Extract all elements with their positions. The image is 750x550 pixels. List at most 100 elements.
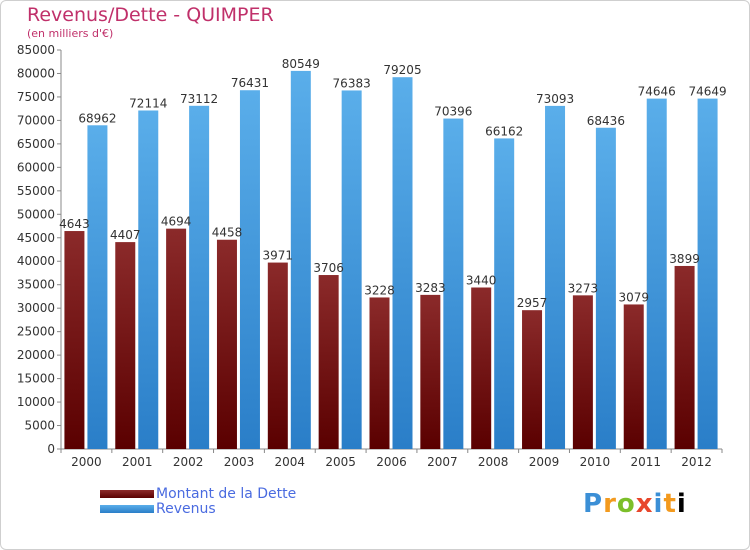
data-label-debt: 3273 [568, 281, 599, 295]
bar-revenue [138, 110, 159, 449]
y-tick-label: 45000 [17, 231, 55, 245]
data-label-debt: 3706 [313, 261, 344, 275]
legend-item-debt: Montant de la Dette [100, 485, 297, 502]
bar-debt [471, 287, 492, 449]
data-label-debt: 2957 [517, 296, 548, 310]
y-tick-label: 80000 [17, 66, 55, 80]
x-tick-label: 2011 [630, 455, 661, 469]
bar-revenue [646, 98, 667, 449]
y-tick-label: 25000 [17, 325, 55, 339]
bar-debt [216, 239, 237, 449]
data-label-revenue: 74649 [688, 85, 726, 99]
bar-revenue [595, 127, 616, 450]
data-label-debt: 4694 [161, 215, 192, 229]
bar-revenue [392, 77, 413, 449]
data-label-revenue: 79205 [383, 63, 421, 77]
logo-letter: i [653, 489, 664, 519]
bar-debt [623, 304, 644, 449]
legend-swatch-revenue [100, 504, 154, 513]
bar-debt [572, 295, 593, 449]
bar-revenue [87, 125, 108, 450]
x-tick-label: 2004 [275, 455, 306, 469]
x-tick-label: 2000 [71, 455, 102, 469]
bar-revenue [189, 105, 210, 449]
x-tick-label: 2007 [427, 455, 458, 469]
x-tick-label: 2001 [122, 455, 153, 469]
logo-letter: r [603, 489, 617, 519]
x-tick-label: 2009 [529, 455, 560, 469]
bar-debt [267, 262, 288, 449]
data-label-debt: 4458 [212, 226, 243, 240]
y-tick-label: 5000 [24, 419, 55, 433]
y-tick-label: 85000 [17, 43, 55, 57]
bar-revenue [494, 138, 515, 449]
chart-title: Revenus/Dette - QUIMPER [27, 4, 274, 26]
logo-letter: o [616, 489, 636, 519]
y-tick-label: 20000 [17, 348, 55, 362]
logo-letter: x [635, 489, 654, 519]
data-label-debt: 3899 [669, 252, 700, 266]
data-label-debt: 3079 [618, 290, 649, 304]
data-label-revenue: 68436 [587, 114, 625, 128]
data-label-revenue: 74646 [638, 85, 676, 99]
logo-letter: i [676, 489, 687, 519]
data-label-revenue: 66162 [485, 124, 523, 138]
x-tick-label: 2008 [478, 455, 509, 469]
legend-label-revenue: Revenus [156, 500, 216, 517]
y-tick-label: 60000 [17, 160, 55, 174]
data-label-debt: 3228 [364, 283, 395, 297]
data-label-revenue: 76431 [231, 76, 269, 90]
y-tick-label: 70000 [17, 113, 55, 127]
bar-debt [318, 275, 339, 449]
data-label-debt: 3440 [466, 273, 497, 287]
legend: Montant de la Dette Revenus [100, 485, 297, 517]
bar-debt [522, 310, 543, 449]
logo-letter: t [663, 489, 677, 519]
data-label-debt: 3283 [415, 281, 446, 295]
logo-letter: P [583, 489, 604, 519]
y-tick-label: 35000 [17, 278, 55, 292]
bar-revenue [545, 105, 566, 450]
y-tick-label: 15000 [17, 372, 55, 386]
bar-revenue [697, 98, 718, 450]
x-tick-label: 2012 [681, 455, 712, 469]
y-tick-label: 65000 [17, 137, 55, 151]
data-label-revenue: 70396 [434, 105, 472, 119]
y-tick-label: 50000 [17, 207, 55, 221]
y-tick-label: 0 [47, 442, 55, 456]
y-tick-label: 75000 [17, 90, 55, 104]
proxiti-logo: Proxiti [583, 489, 687, 519]
y-tick-label: 30000 [17, 301, 55, 315]
y-tick-label: 40000 [17, 254, 55, 268]
data-label-revenue: 68962 [78, 111, 116, 125]
bar-debt [115, 242, 136, 449]
data-label-debt: 4643 [59, 217, 90, 231]
bar-debt [64, 231, 85, 449]
data-label-debt: 4407 [110, 228, 141, 242]
data-label-revenue: 73093 [536, 92, 574, 106]
bar-debt [369, 297, 390, 449]
y-tick-label: 10000 [17, 395, 55, 409]
x-tick-label: 2010 [580, 455, 611, 469]
chart-subtitle: (en milliers d'€) [27, 27, 114, 40]
x-tick-label: 2005 [325, 455, 356, 469]
y-tick-label: 55000 [17, 184, 55, 198]
bar-revenue [443, 118, 464, 450]
data-label-revenue: 72114 [129, 96, 167, 110]
legend-label-debt: Montant de la Dette [156, 485, 297, 502]
legend-item-revenue: Revenus [100, 500, 296, 517]
bar-revenue [239, 90, 260, 450]
bar-debt [420, 294, 441, 449]
data-label-revenue: 73112 [180, 92, 218, 106]
data-label-revenue: 76383 [333, 76, 371, 90]
bar-revenue [290, 70, 311, 449]
x-tick-label: 2006 [376, 455, 407, 469]
bar-debt [674, 265, 695, 449]
bar-debt [166, 228, 187, 449]
x-tick-label: 2003 [224, 455, 255, 469]
legend-swatch-debt [100, 489, 154, 498]
bar-revenue [341, 90, 362, 449]
data-label-debt: 3971 [263, 249, 294, 263]
x-tick-label: 2002 [173, 455, 204, 469]
